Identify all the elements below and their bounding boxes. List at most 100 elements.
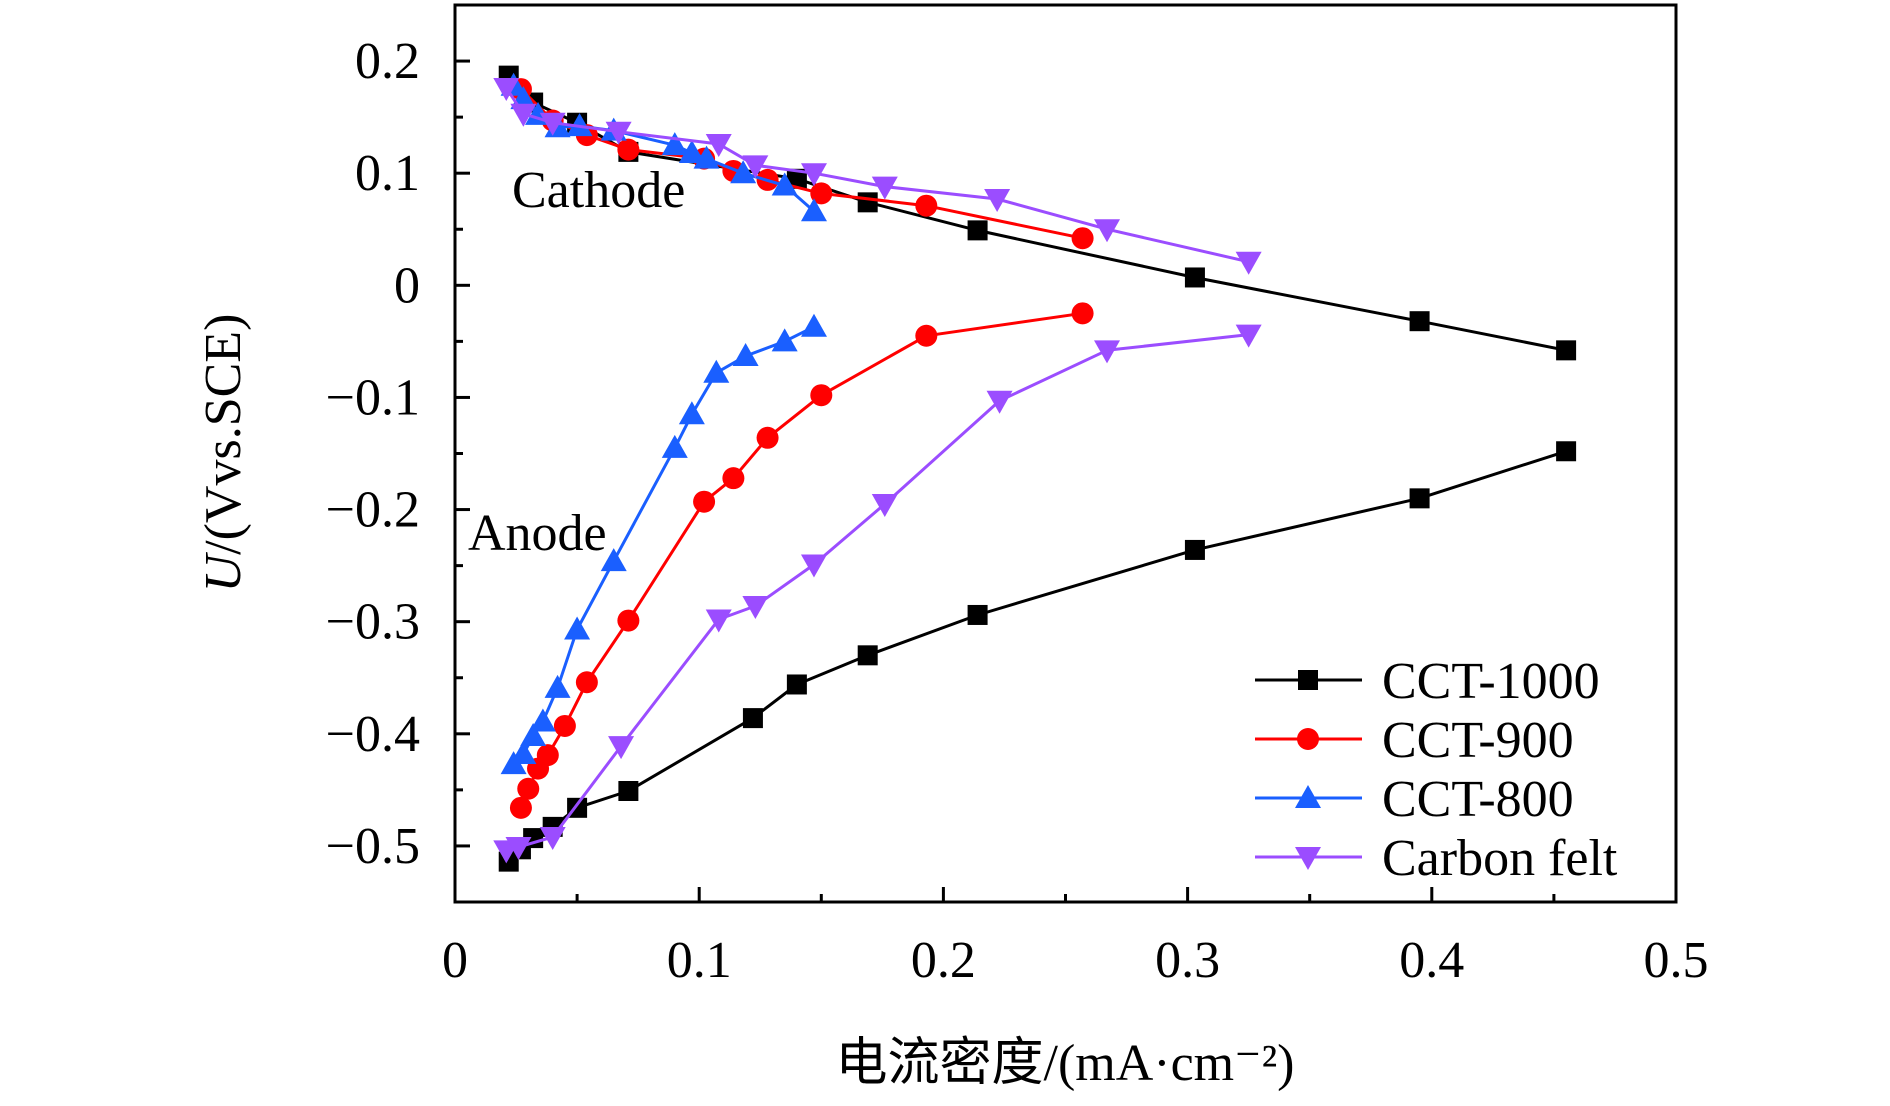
y-tick-label: 0 xyxy=(394,257,420,314)
data-point-cct-800-cathode xyxy=(661,132,688,156)
data-point-carbon-felt-cathode xyxy=(1235,251,1262,275)
x-tick-label: 0.1 xyxy=(667,932,732,989)
legend-marker xyxy=(1298,670,1318,690)
y-tick-label: 0.1 xyxy=(355,145,420,202)
data-point-cct-900-anode xyxy=(517,777,540,800)
data-point-carbon-felt-cathode xyxy=(800,163,827,187)
data-point-cct-900-anode xyxy=(810,384,833,407)
data-point-cct-800-anode xyxy=(661,434,688,458)
x-tick-label: 0.3 xyxy=(1155,932,1220,989)
legend-label: Carbon felt xyxy=(1382,830,1618,887)
data-point-carbon-felt-anode xyxy=(505,837,532,861)
data-point-cct-800-anode xyxy=(703,359,730,383)
y-tick-label: −0.5 xyxy=(326,818,420,875)
data-point-cct-800-anode xyxy=(678,401,705,425)
legend-label: CCT-900 xyxy=(1382,712,1574,769)
data-point-cct-1000-anode xyxy=(857,645,878,666)
legend-label: CCT-1000 xyxy=(1382,653,1600,710)
legend-marker xyxy=(1297,728,1319,750)
annotation-cathode: Cathode xyxy=(512,162,685,219)
y-tick-label: 0.2 xyxy=(355,33,420,90)
data-point-cct-900-anode xyxy=(509,796,532,819)
data-point-carbon-felt-cathode xyxy=(1094,219,1121,243)
x-axis-label: 电流密度/(mA·cm⁻²) xyxy=(836,1035,1295,1092)
legend-item-cct-1000: CCT-1000 xyxy=(1255,653,1600,710)
series-carbon-felt xyxy=(493,77,1262,864)
data-point-cct-1000-anode xyxy=(742,708,763,729)
data-point-cct-1000-anode xyxy=(1184,539,1205,560)
data-point-cct-800-cathode xyxy=(693,145,720,169)
y-tick-label: −0.4 xyxy=(326,706,420,763)
legend-marker xyxy=(1295,785,1321,808)
data-point-cct-900-cathode xyxy=(617,138,640,161)
data-point-cct-800-cathode xyxy=(800,198,827,222)
data-point-cct-800-anode xyxy=(510,740,537,764)
data-point-cct-900-cathode xyxy=(810,182,833,205)
data-point-cct-1000-cathode xyxy=(857,192,878,213)
data-point-cct-800-cathode xyxy=(771,172,798,196)
data-point-carbon-felt-cathode xyxy=(510,103,537,127)
data-point-cct-900-anode xyxy=(575,671,598,694)
data-point-cct-1000-cathode xyxy=(1184,267,1205,288)
data-point-cct-900-anode xyxy=(536,744,559,767)
data-point-carbon-felt-cathode xyxy=(493,77,520,101)
data-point-cct-800-anode xyxy=(600,548,627,572)
data-point-cct-900-anode xyxy=(553,714,576,737)
data-point-cct-1000-cathode xyxy=(1409,311,1430,332)
legend-item-cct-800: CCT-800 xyxy=(1255,771,1574,828)
data-point-carbon-felt-anode xyxy=(1094,340,1121,364)
data-point-carbon-felt-cathode xyxy=(605,121,632,145)
axis-ticks: 0 0.1 0.2 0.3 0.4 0.5 0.2 0.1 0 −0.1 −0.2 −0.3 −0.4 −… xyxy=(326,3,1709,989)
x-tick-label: 0.5 xyxy=(1644,932,1709,989)
data-point-carbon-felt-anode xyxy=(986,390,1013,414)
data-point-carbon-felt-anode xyxy=(539,826,566,850)
data-point-carbon-felt-anode xyxy=(608,736,635,760)
y-axis-label-unit: /(Vvs.SCE) xyxy=(195,314,252,555)
data-point-cct-800-anode xyxy=(564,616,591,640)
y-tick-label: −0.2 xyxy=(326,482,420,539)
data-point-cct-900-anode xyxy=(1071,302,1094,325)
series-line-carbon-felt-anode xyxy=(505,333,1249,852)
data-point-carbon-felt-anode xyxy=(742,595,769,619)
legend-label: CCT-800 xyxy=(1382,771,1574,828)
data-point-cct-800-anode xyxy=(529,708,556,732)
data-point-cct-800-anode xyxy=(732,342,759,366)
y-tick-label: −0.3 xyxy=(326,594,420,651)
data-point-cct-900-anode xyxy=(756,426,779,449)
data-point-carbon-felt-anode xyxy=(705,609,732,633)
data-point-cct-1000-anode xyxy=(618,780,639,801)
data-point-cct-1000-anode xyxy=(786,674,807,695)
y-axis-label: U/(Vvs.SCE) xyxy=(195,314,252,593)
legend-marker xyxy=(1295,847,1321,870)
data-point-cct-900-anode xyxy=(693,490,716,513)
data-point-cct-1000-anode xyxy=(1556,441,1577,462)
plot-area xyxy=(493,65,1577,872)
data-point-cct-900-anode xyxy=(915,324,938,347)
data-point-carbon-felt-cathode xyxy=(539,112,566,136)
data-point-cct-900-cathode xyxy=(915,194,938,217)
data-point-cct-1000-anode xyxy=(967,604,988,625)
x-tick-label: 0 xyxy=(442,932,468,989)
data-point-carbon-felt-anode xyxy=(800,554,827,578)
annotation-anode: Anode xyxy=(468,505,607,562)
data-point-cct-1000-anode xyxy=(1409,488,1430,509)
y-tick-label: −0.1 xyxy=(326,369,420,426)
data-point-carbon-felt-cathode xyxy=(742,155,769,179)
data-point-cct-800-anode xyxy=(520,723,547,747)
legend-item-carbon-felt: Carbon felt xyxy=(1255,830,1618,887)
data-point-cct-800-anode xyxy=(800,313,827,337)
data-point-cct-800-cathode xyxy=(730,160,757,184)
x-tick-label: 0.4 xyxy=(1399,932,1464,989)
data-point-carbon-felt-cathode xyxy=(705,134,732,158)
legend-item-cct-900: CCT-900 xyxy=(1255,712,1574,769)
data-point-cct-800-cathode xyxy=(566,113,593,137)
data-point-cct-1000-cathode xyxy=(786,168,807,189)
x-tick-label: 0.2 xyxy=(911,932,976,989)
data-point-carbon-felt-anode xyxy=(1235,324,1262,348)
data-point-cct-800-cathode xyxy=(678,140,705,164)
data-point-cct-1000-cathode xyxy=(1556,340,1577,361)
y-axis-label-symbol: U xyxy=(195,551,252,592)
data-point-cct-900-anode xyxy=(722,467,745,490)
